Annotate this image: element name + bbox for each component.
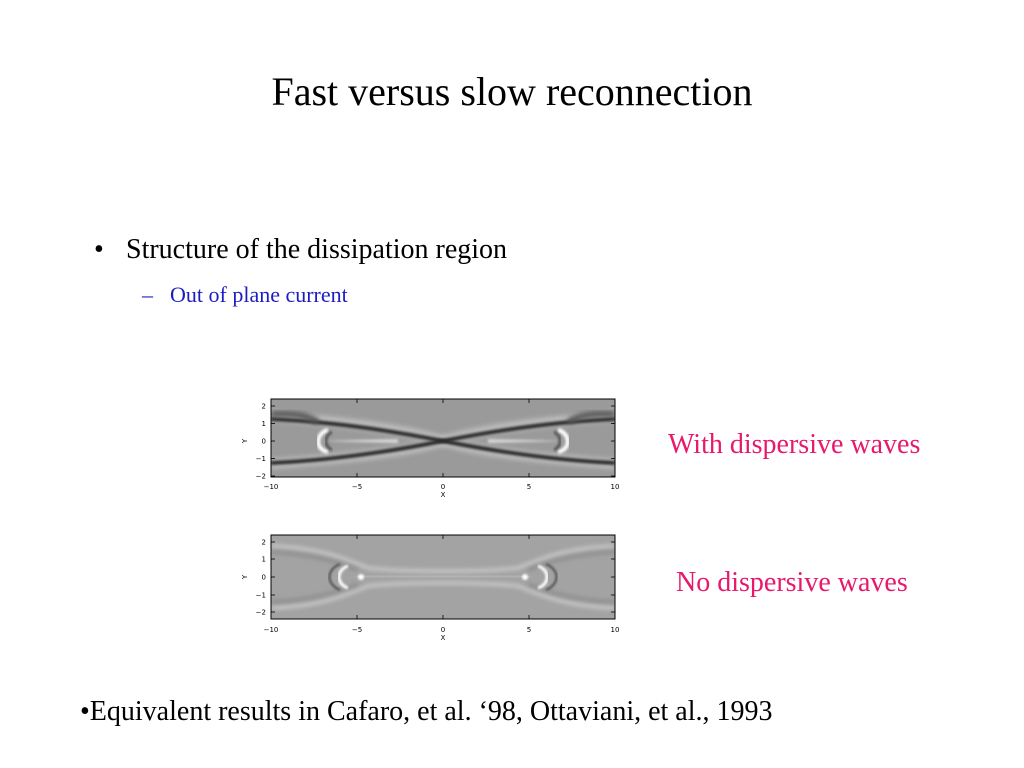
caption-with-dispersive-waves: With dispersive waves: [668, 429, 921, 460]
y-tick-label: 1: [262, 556, 266, 564]
current-density-image-top: [271, 410, 615, 469]
y-tick-label: −1: [256, 455, 266, 463]
slide-title: Fast versus slow reconnection: [271, 69, 753, 114]
x-tick-marks-top: [270, 399, 616, 477]
citation-footnote: •Equivalent results in Cafaro, et al. ‘9…: [80, 696, 773, 727]
y-tick-label: −2: [256, 609, 266, 617]
y-tick-label: 2: [262, 403, 266, 411]
x-tick-label: 0: [441, 626, 445, 634]
y-axis-label: Y: [241, 438, 249, 444]
caption-no-dispersive-waves: No dispersive waves: [676, 567, 908, 598]
x-tick-label: 0: [441, 483, 445, 491]
x-tick-label: −10: [264, 483, 279, 491]
x-tick-label: 5: [527, 483, 531, 491]
plot-no-dispersive-waves: 2 1 0 −1 −2 −10 −5 0 5 10 X Y: [228, 522, 628, 652]
y-tick-label: −1: [256, 592, 266, 600]
y-tick-label: 0: [262, 574, 266, 582]
current-density-image-bottom: [271, 544, 615, 610]
x-tick-label: 10: [611, 483, 620, 491]
x-tick-marks-bottom: [270, 535, 616, 619]
y-tick-marks-bottom: [271, 541, 615, 613]
bullet-item: • Structure of the dissipation region: [94, 232, 507, 268]
y-axis-label: Y: [241, 574, 249, 580]
plot-with-dispersive-waves: 2 1 0 −1 −2 −10 −5 0 5 10 X Y: [228, 386, 628, 516]
sub-bullet-item: – Out of plane current: [142, 280, 348, 310]
y-tick-label: −2: [256, 473, 266, 481]
bullet-marker: •: [94, 234, 104, 265]
y-tick-marks-top: [271, 405, 615, 477]
y-tick-label: 0: [262, 438, 266, 446]
y-tick-label: 2: [262, 539, 266, 547]
x-tick-label: 10: [611, 626, 620, 634]
sub-bullet-text: Out of plane current: [170, 282, 348, 307]
x-tick-label: 5: [527, 626, 531, 634]
x-tick-label: −5: [352, 626, 362, 634]
x-axis-label: X: [441, 491, 446, 499]
bullet-text: Structure of the dissipation region: [126, 234, 508, 265]
y-tick-label: 1: [262, 420, 266, 428]
x-tick-label: −10: [264, 626, 279, 634]
x-tick-label: −5: [352, 483, 362, 491]
x-axis-label: X: [441, 634, 446, 642]
sub-bullet-marker: –: [142, 282, 153, 307]
